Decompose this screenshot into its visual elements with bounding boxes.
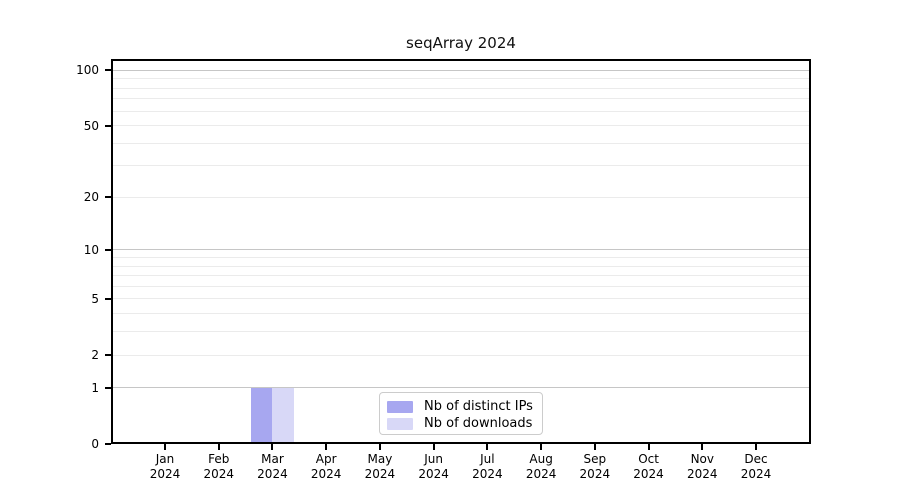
x-tick-label-apr-2024: Apr 2024 (296, 452, 356, 482)
x-tick-label-line: Jun (424, 452, 444, 466)
x-tick-label-line: 2024 (364, 467, 396, 481)
x-tick-mark-jun-2024 (432, 444, 435, 450)
x-tick-label-line: Nov (690, 452, 714, 466)
x-tick-label-jun-2024: Jun 2024 (404, 452, 464, 482)
y-tick-mark-1 (105, 386, 111, 389)
x-tick-mark-apr-2024 (325, 444, 328, 450)
x-tick-label-line: 2024 (418, 467, 449, 481)
x-tick-label-line: 2024 (579, 467, 611, 481)
gridline-minor-8 (111, 265, 811, 267)
gridline-minor-60 (111, 110, 811, 112)
y-tick-mark-20 (105, 196, 111, 199)
legend: Nb of distinct IPs Nb of downloads (379, 392, 543, 435)
x-tick-mark-nov-2024 (701, 444, 704, 450)
gridline-minor-6 (111, 285, 811, 287)
y-tick-mark-0 (105, 443, 111, 445)
y-tick-mark-2 (105, 354, 111, 357)
gridline-minor-40 (111, 142, 811, 144)
gridline-minor-80 (111, 87, 811, 89)
x-tick-label-oct-2024: Oct 2024 (619, 452, 679, 482)
gridline-minor-7 (111, 275, 811, 277)
gridline-minor-90 (111, 78, 811, 80)
legend-row-0: Nb of distinct IPs (387, 398, 534, 415)
x-tick-label-line: 2024 (149, 467, 181, 481)
legend-items: Nb of distinct IPs Nb of downloads (387, 398, 534, 432)
x-tick-label-line: May (367, 452, 393, 466)
x-tick-label-line: Dec (744, 452, 768, 466)
x-tick-label-line: Mar (261, 452, 284, 466)
x-tick-label-jul-2024: Jul 2024 (457, 452, 517, 482)
y-tick-mark-100 (105, 69, 111, 72)
x-tick-label-line: Sep (583, 452, 607, 466)
x-tick-label-line: Feb (208, 452, 230, 466)
legend-swatch-icon (387, 417, 413, 430)
y-tick-mark-5 (105, 297, 111, 300)
x-tick-label-jan-2024: Jan 2024 (135, 452, 195, 482)
x-tick-mark-dec-2024 (755, 444, 758, 450)
x-tick-label-line: Jul (480, 452, 495, 466)
x-tick-label-line: 2024 (633, 467, 664, 481)
x-tick-mark-oct-2024 (647, 444, 650, 450)
x-tick-label-aug-2024: Aug 2024 (511, 452, 571, 482)
y-tick-label-50: 50 (83, 118, 99, 133)
x-tick-label-nov-2024: Nov 2024 (672, 452, 732, 482)
x-tick-label-line: 2024 (257, 467, 288, 481)
bar-nb-of-distinct-ips-mar-2024 (251, 387, 273, 444)
x-tick-mark-aug-2024 (540, 444, 543, 450)
gridline-major-100 (111, 69, 811, 71)
x-tick-label-line: 2024 (740, 467, 772, 481)
gridline-minor-5 (111, 298, 811, 300)
x-tick-label-line: 2024 (687, 467, 718, 481)
gridline-minor-70 (111, 98, 811, 100)
x-tick-mark-jan-2024 (164, 444, 166, 450)
y-tick-label-20: 20 (83, 190, 99, 205)
x-tick-mark-may-2024 (378, 444, 381, 450)
y-tick-label-10: 10 (83, 242, 99, 257)
gridline-minor-9 (111, 257, 811, 258)
x-tick-label-line: Oct (638, 452, 659, 466)
y-tick-mark-50 (105, 124, 111, 127)
x-tick-label-dec-2024: Dec 2024 (726, 452, 786, 482)
legend-row-1: Nb of downloads (387, 415, 534, 432)
x-tick-label-feb-2024: Feb 2024 (189, 452, 249, 482)
plot-area: 0 1 2 5 10 20 50 100 Jan 2024 Feb 2024 Mar 2024 Apr 20… (76, 59, 811, 481)
x-tick-mark-mar-2024 (271, 444, 274, 450)
gridline-minor-4 (111, 313, 811, 315)
x-tick-label-may-2024: May 2024 (350, 452, 410, 482)
x-tick-label-line: Apr (315, 452, 337, 466)
x-tick-mark-jul-2024 (486, 444, 489, 450)
y-tick-label-0: 0 (91, 437, 99, 451)
y-tick-label-5: 5 (91, 291, 99, 306)
x-tick-label-sep-2024: Sep 2024 (565, 452, 625, 482)
x-tick-mark-feb-2024 (217, 444, 220, 450)
y-tick-mark-10 (105, 248, 111, 251)
gridline-minor-20 (111, 196, 811, 198)
x-tick-label-line: 2024 (203, 467, 234, 481)
y-tick-label-1: 1 (91, 380, 99, 395)
gridline-minor-3 (111, 331, 811, 333)
y-tick-label-100: 100 (76, 63, 99, 78)
gridline-major-1 (111, 387, 811, 389)
x-tick-label-line: Jan (155, 452, 175, 466)
gridline-minor-30 (111, 165, 811, 167)
y-tick-label-2: 2 (91, 348, 99, 363)
bar-nb-of-downloads-mar-2024 (272, 387, 294, 444)
x-tick-label-line: 2024 (310, 467, 342, 481)
x-tick-label-mar-2024: Mar 2024 (242, 452, 302, 482)
gridline-minor-50 (111, 125, 811, 127)
x-tick-label-line: 2024 (525, 467, 557, 481)
plot-border (111, 59, 811, 444)
x-tick-label-line: 2024 (472, 467, 503, 481)
x-tick-label-line: Aug (529, 452, 553, 466)
legend-label: Nb of distinct IPs (424, 398, 533, 414)
chart-title: seqArray 2024 (406, 34, 516, 52)
legend-label: Nb of downloads (424, 415, 533, 431)
gridline-minor-2 (111, 354, 811, 356)
x-tick-mark-sep-2024 (593, 444, 596, 450)
legend-swatch-icon (387, 400, 413, 413)
gridline-major-10 (111, 249, 811, 251)
